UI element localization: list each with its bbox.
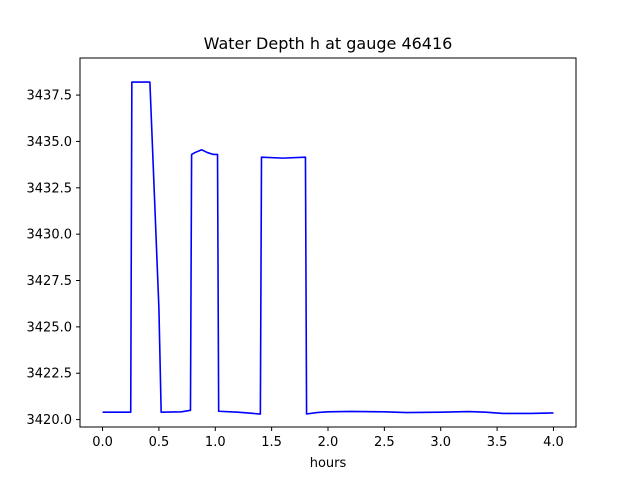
x-tick-label: 3.5	[487, 435, 508, 450]
y-tick-label: 3422.5	[27, 367, 73, 382]
series-line-0	[102, 81, 554, 415]
x-axis-label: hours	[310, 456, 347, 471]
plot-area	[80, 58, 576, 427]
y-tick-label: 3435.0	[27, 135, 73, 150]
x-tick-label: 0.5	[149, 435, 170, 450]
y-tick-label: 3425.0	[27, 320, 73, 335]
x-tick-label: 2.0	[318, 435, 339, 450]
x-tick-label: 4.0	[543, 435, 564, 450]
x-tick-label: 1.5	[261, 435, 282, 450]
y-tick-label: 3430.0	[27, 228, 73, 243]
x-tick-label: 0.0	[92, 435, 113, 450]
series-layer	[102, 81, 554, 415]
x-tick-label: 2.5	[374, 435, 395, 450]
x-axis-ticks: 0.0 0.5 1.0 1.5 2.0 2.5 3.0 3.5 4.0	[92, 427, 564, 450]
chart-title: Water Depth h at gauge 46416	[204, 34, 453, 53]
y-tick-label: 3432.5	[27, 181, 73, 196]
y-tick-label: 3437.5	[27, 89, 73, 104]
y-axis-ticks: 3420.0 3422.5 3425.0 3427.5 3430.0 3432.5 3435…	[27, 89, 80, 428]
y-tick-label: 3420.0	[27, 413, 73, 428]
y-tick-label: 3427.5	[27, 274, 73, 289]
x-tick-label: 1.0	[205, 435, 226, 450]
x-tick-label: 3.0	[430, 435, 451, 450]
